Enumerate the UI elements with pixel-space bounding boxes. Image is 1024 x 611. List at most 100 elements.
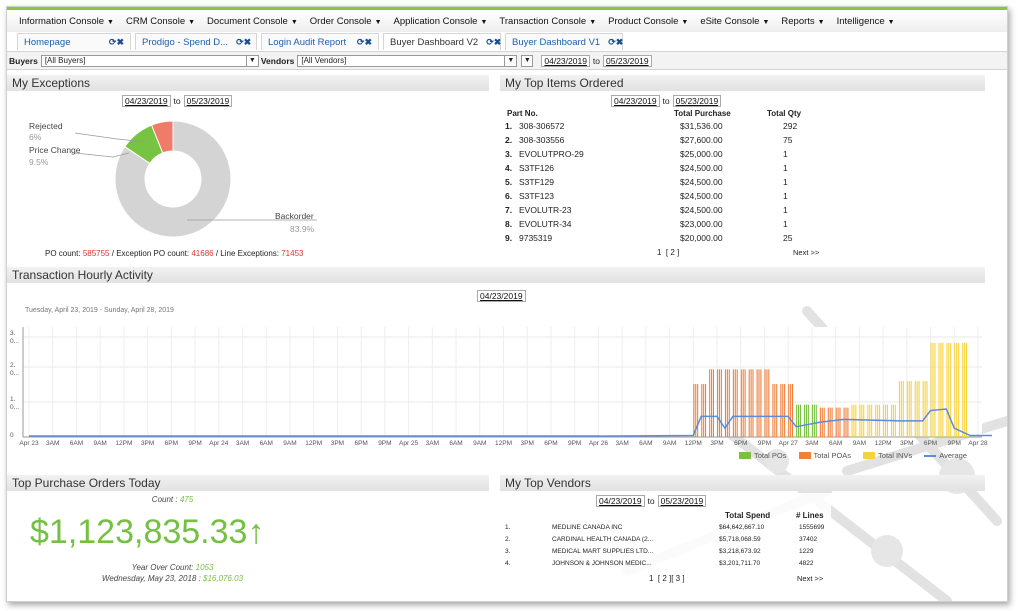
top-item-row[interactable]: 3. EVOLUTPRO-29 $25,000.00 1: [499, 149, 809, 162]
hourly-bar[interactable]: [697, 384, 699, 437]
backorder-slice[interactable]: [114, 120, 232, 238]
menu-crm-console[interactable]: CRM Console ▼: [125, 15, 196, 27]
hourly-bar[interactable]: [930, 342, 932, 437]
hourly-bar[interactable]: [916, 381, 918, 437]
hourly-bar[interactable]: [938, 342, 940, 437]
hourly-date[interactable]: 04/23/2019: [477, 290, 526, 302]
hourly-bar[interactable]: [711, 369, 713, 437]
hourly-bar[interactable]: [863, 404, 865, 437]
top-items-next-link[interactable]: Next >>: [793, 248, 820, 257]
hourly-bar[interactable]: [902, 381, 904, 437]
top-vendors-pager[interactable]: 1 [ 2 ][ 3 ]: [649, 574, 685, 583]
hourly-bar[interactable]: [827, 407, 829, 437]
hourly-bar[interactable]: [712, 369, 715, 437]
hourly-bar[interactable]: [831, 407, 833, 437]
top-item-row[interactable]: 8. EVOLUTR-34 $23,000.00 1: [499, 219, 809, 232]
hourly-bar[interactable]: [829, 407, 831, 437]
menu-information-console[interactable]: Information Console ▼: [19, 15, 114, 27]
hourly-bar[interactable]: [744, 369, 746, 437]
hourly-bar[interactable]: [772, 384, 774, 437]
hourly-bar[interactable]: [724, 369, 727, 437]
hourly-bar[interactable]: [782, 384, 784, 437]
hourly-bar[interactable]: [843, 407, 845, 437]
hourly-bar[interactable]: [867, 404, 869, 437]
filter-date-to[interactable]: 05/23/2019: [603, 54, 652, 67]
top-vendor-row[interactable]: 2. CARDINAL HEALTH CANADA (2... $5,718,068…: [499, 536, 829, 547]
hourly-bar[interactable]: [790, 384, 792, 437]
hourly-bar[interactable]: [861, 404, 863, 437]
refresh-close-icon[interactable]: ⟳✖: [608, 36, 624, 47]
vendors-select[interactable]: [All Vendors] ▼: [297, 54, 518, 67]
tab-buyer-dashboard-v2[interactable]: Buyer Dashboard V2 ⟳✖: [383, 33, 501, 50]
hourly-bar[interactable]: [732, 369, 734, 437]
hourly-bar[interactable]: [851, 404, 853, 437]
hourly-bar[interactable]: [948, 342, 950, 437]
hourly-bar[interactable]: [910, 381, 912, 437]
hourly-bar[interactable]: [728, 369, 730, 437]
hourly-bar[interactable]: [804, 404, 806, 437]
hourly-bar[interactable]: [958, 342, 960, 437]
top-item-row[interactable]: 4. S3TF126 $24,500.00 1: [499, 163, 809, 176]
hourly-bar[interactable]: [799, 404, 802, 437]
menu-document-console[interactable]: Document Console ▼: [207, 15, 298, 27]
hourly-bar[interactable]: [942, 342, 944, 437]
hourly-bar[interactable]: [703, 384, 705, 437]
hourly-bar[interactable]: [774, 384, 776, 437]
hourly-bar[interactable]: [847, 407, 849, 437]
hourly-bar[interactable]: [750, 369, 752, 437]
hourly-bar[interactable]: [764, 369, 766, 437]
tab-buyer-dashboard-v1[interactable]: Buyer Dashboard V1 ⟳✖: [505, 33, 623, 50]
legend-total-pos[interactable]: Total POs: [739, 451, 787, 460]
hourly-bar[interactable]: [709, 369, 711, 437]
hourly-bar[interactable]: [918, 381, 920, 437]
top-item-row[interactable]: 1. 308-306572 $31,536.00 292: [499, 121, 809, 134]
hourly-bar[interactable]: [758, 369, 760, 437]
hourly-bar[interactable]: [815, 404, 817, 437]
hourly-bar[interactable]: [780, 384, 782, 437]
hourly-bar[interactable]: [701, 384, 703, 437]
date-dropdown[interactable]: ▼: [521, 54, 534, 67]
top-items-pager[interactable]: 1 [ 2 ]: [657, 248, 680, 257]
hourly-bar[interactable]: [965, 342, 968, 437]
hourly-bar[interactable]: [835, 407, 837, 437]
top-item-row[interactable]: 6. S3TF123 $24,500.00 1: [499, 191, 809, 204]
filter-date-from[interactable]: 04/23/2019: [541, 54, 590, 67]
top-vendors-date-to[interactable]: 05/23/2019: [657, 495, 707, 507]
hourly-bar[interactable]: [908, 381, 910, 437]
top-item-row[interactable]: 9. 9735319 $20,000.00 25: [499, 233, 809, 246]
hourly-bar[interactable]: [752, 369, 754, 437]
buyers-select[interactable]: [All Buyers] ▼: [40, 54, 259, 67]
top-item-row[interactable]: 5. S3TF129 $24,500.00 1: [499, 177, 809, 190]
refresh-close-icon[interactable]: ⟳✖: [486, 36, 502, 47]
tab-login-audit-report[interactable]: Login Audit Report ⟳✖: [261, 33, 379, 50]
hourly-bar[interactable]: [742, 369, 744, 437]
exceptions-date-from[interactable]: 04/23/2019: [122, 95, 171, 107]
price-change-slice[interactable]: [124, 124, 164, 165]
hourly-bar[interactable]: [853, 404, 855, 437]
menu-esite-console[interactable]: eSite Console ▼: [700, 15, 770, 27]
average-line[interactable]: [29, 408, 992, 437]
hourly-bar[interactable]: [796, 404, 798, 437]
hourly-bar[interactable]: [934, 342, 936, 437]
top-vendor-row[interactable]: 1. MEDLINE CANADA INC $64,642,667.10 155569…: [499, 524, 829, 535]
hourly-bar[interactable]: [845, 407, 847, 437]
hourly-bar[interactable]: [784, 384, 786, 437]
top-vendor-row[interactable]: 4. JOHNSON & JOHNSON MEDIC... $3,201,711.7…: [499, 560, 829, 571]
hourly-bar[interactable]: [760, 369, 762, 437]
hourly-bar[interactable]: [946, 342, 948, 437]
hourly-bar[interactable]: [792, 384, 794, 437]
top-vendors-date-from[interactable]: 04/23/2019: [596, 495, 645, 507]
tab-homepage[interactable]: Homepage ⟳✖: [17, 33, 131, 50]
hourly-bar[interactable]: [705, 384, 707, 437]
hourly-bar[interactable]: [788, 384, 790, 437]
hourly-bar[interactable]: [922, 381, 924, 437]
hourly-bar[interactable]: [811, 404, 814, 437]
hourly-bar[interactable]: [807, 404, 809, 437]
refresh-close-icon[interactable]: ⟳✖: [108, 36, 124, 47]
menu-product-console[interactable]: Product Console ▼: [608, 15, 689, 27]
hourly-bar[interactable]: [962, 342, 964, 437]
hourly-bar[interactable]: [926, 381, 928, 437]
hourly-bar[interactable]: [720, 369, 722, 437]
hourly-bar[interactable]: [740, 369, 742, 437]
hourly-bar[interactable]: [932, 342, 934, 437]
